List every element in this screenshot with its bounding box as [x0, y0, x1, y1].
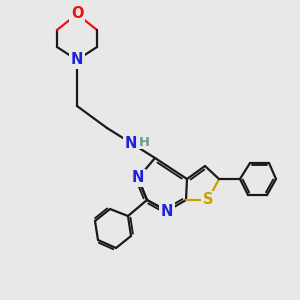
Text: O: O [71, 7, 83, 22]
Text: N: N [132, 170, 144, 185]
Text: N: N [125, 136, 137, 151]
Text: H: H [139, 136, 149, 148]
Text: N: N [71, 52, 83, 68]
Text: N: N [161, 203, 173, 218]
Text: S: S [203, 193, 213, 208]
